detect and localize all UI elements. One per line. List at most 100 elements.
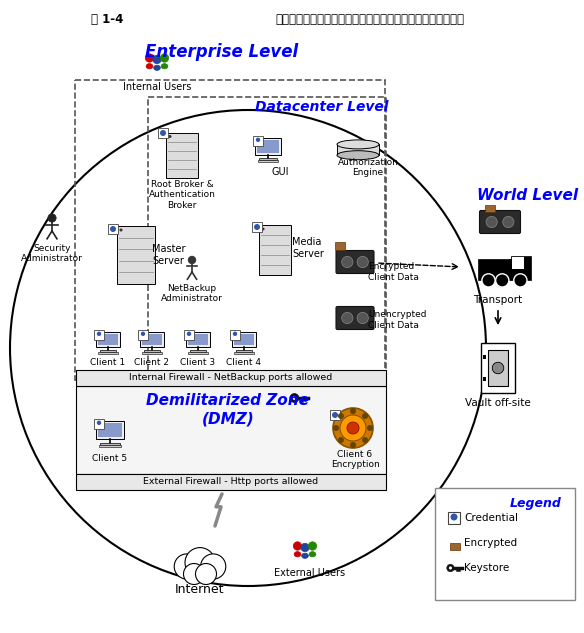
Circle shape xyxy=(450,513,457,520)
FancyBboxPatch shape xyxy=(96,421,124,439)
Circle shape xyxy=(449,567,452,570)
Circle shape xyxy=(514,274,527,287)
Circle shape xyxy=(200,554,226,579)
Circle shape xyxy=(293,396,296,400)
Text: Transport: Transport xyxy=(474,295,523,305)
FancyBboxPatch shape xyxy=(186,332,210,347)
Text: Datacenter Level: Datacenter Level xyxy=(255,100,389,114)
Circle shape xyxy=(496,274,509,287)
FancyBboxPatch shape xyxy=(448,512,460,524)
Circle shape xyxy=(308,542,317,550)
FancyBboxPatch shape xyxy=(478,258,510,280)
Circle shape xyxy=(110,226,116,232)
FancyBboxPatch shape xyxy=(166,132,198,177)
FancyBboxPatch shape xyxy=(188,334,208,345)
FancyBboxPatch shape xyxy=(158,128,168,138)
Circle shape xyxy=(160,54,169,62)
Text: Vault off-site: Vault off-site xyxy=(465,398,531,408)
FancyBboxPatch shape xyxy=(510,256,531,280)
FancyBboxPatch shape xyxy=(98,334,118,345)
Circle shape xyxy=(350,408,356,414)
Circle shape xyxy=(120,229,123,232)
Circle shape xyxy=(141,332,145,336)
FancyBboxPatch shape xyxy=(255,138,281,154)
Circle shape xyxy=(185,548,215,577)
Ellipse shape xyxy=(337,151,379,160)
Text: GUI: GUI xyxy=(272,167,290,177)
Circle shape xyxy=(362,413,368,419)
Text: Master
Server: Master Server xyxy=(152,244,186,266)
Text: Client 5: Client 5 xyxy=(92,454,127,463)
FancyBboxPatch shape xyxy=(482,356,486,360)
Text: Client 2: Client 2 xyxy=(134,358,169,367)
Text: NetBackup
Administrator: NetBackup Administrator xyxy=(161,284,223,303)
Circle shape xyxy=(340,415,366,441)
FancyBboxPatch shape xyxy=(257,140,279,153)
Text: External Firewall - Http ports allowed: External Firewall - Http ports allowed xyxy=(144,477,318,487)
Text: Security
Administrator: Security Administrator xyxy=(21,244,83,263)
Text: Unencrypted
Client Data: Unencrypted Client Data xyxy=(368,310,426,330)
FancyBboxPatch shape xyxy=(94,330,104,340)
Circle shape xyxy=(256,137,260,142)
Text: Enterprise Level: Enterprise Level xyxy=(145,43,298,61)
Text: Credential: Credential xyxy=(464,513,518,523)
Circle shape xyxy=(153,55,161,64)
FancyBboxPatch shape xyxy=(512,257,524,269)
FancyBboxPatch shape xyxy=(142,334,162,345)
FancyBboxPatch shape xyxy=(258,160,279,162)
Circle shape xyxy=(97,332,101,336)
FancyBboxPatch shape xyxy=(234,352,253,354)
Ellipse shape xyxy=(161,64,168,69)
FancyBboxPatch shape xyxy=(100,442,120,444)
FancyBboxPatch shape xyxy=(509,258,512,280)
FancyBboxPatch shape xyxy=(94,419,104,429)
Ellipse shape xyxy=(337,140,379,149)
Text: Root Broker &
Authentication
Broker: Root Broker & Authentication Broker xyxy=(148,180,215,210)
FancyBboxPatch shape xyxy=(140,332,164,347)
FancyBboxPatch shape xyxy=(450,542,460,550)
Circle shape xyxy=(169,135,172,138)
Text: Demilitarized Zone
(DMZ): Demilitarized Zone (DMZ) xyxy=(147,393,310,427)
FancyBboxPatch shape xyxy=(488,350,507,386)
FancyBboxPatch shape xyxy=(108,224,118,234)
Circle shape xyxy=(342,256,353,268)
Circle shape xyxy=(333,425,339,431)
FancyBboxPatch shape xyxy=(435,488,575,600)
Text: Keystore: Keystore xyxy=(464,563,509,573)
FancyBboxPatch shape xyxy=(142,352,162,354)
Circle shape xyxy=(293,542,302,550)
Circle shape xyxy=(486,216,497,228)
Ellipse shape xyxy=(154,65,161,70)
Circle shape xyxy=(97,420,101,425)
FancyBboxPatch shape xyxy=(190,350,206,351)
FancyBboxPatch shape xyxy=(481,343,515,393)
Circle shape xyxy=(338,437,344,443)
Text: Internal Firewall - NetBackup ports allowed: Internal Firewall - NetBackup ports allo… xyxy=(130,373,333,382)
Circle shape xyxy=(342,313,353,323)
FancyBboxPatch shape xyxy=(259,158,277,160)
Circle shape xyxy=(347,422,359,434)
Circle shape xyxy=(482,274,495,287)
FancyBboxPatch shape xyxy=(234,334,254,345)
Circle shape xyxy=(187,332,191,336)
Circle shape xyxy=(503,216,514,228)
FancyBboxPatch shape xyxy=(184,330,194,340)
FancyBboxPatch shape xyxy=(230,330,240,340)
Circle shape xyxy=(233,332,237,336)
FancyBboxPatch shape xyxy=(330,410,340,420)
FancyBboxPatch shape xyxy=(253,136,263,146)
FancyBboxPatch shape xyxy=(98,423,122,437)
Text: Client 3: Client 3 xyxy=(180,358,215,367)
Circle shape xyxy=(333,408,373,448)
Ellipse shape xyxy=(146,64,153,69)
Circle shape xyxy=(174,554,199,579)
Circle shape xyxy=(188,256,196,264)
FancyBboxPatch shape xyxy=(235,350,252,351)
Text: External Users: External Users xyxy=(274,568,346,578)
Circle shape xyxy=(447,565,454,572)
FancyBboxPatch shape xyxy=(335,242,345,249)
FancyBboxPatch shape xyxy=(99,445,121,448)
FancyBboxPatch shape xyxy=(232,332,256,347)
Circle shape xyxy=(290,394,299,403)
Text: Legend: Legend xyxy=(510,497,562,510)
